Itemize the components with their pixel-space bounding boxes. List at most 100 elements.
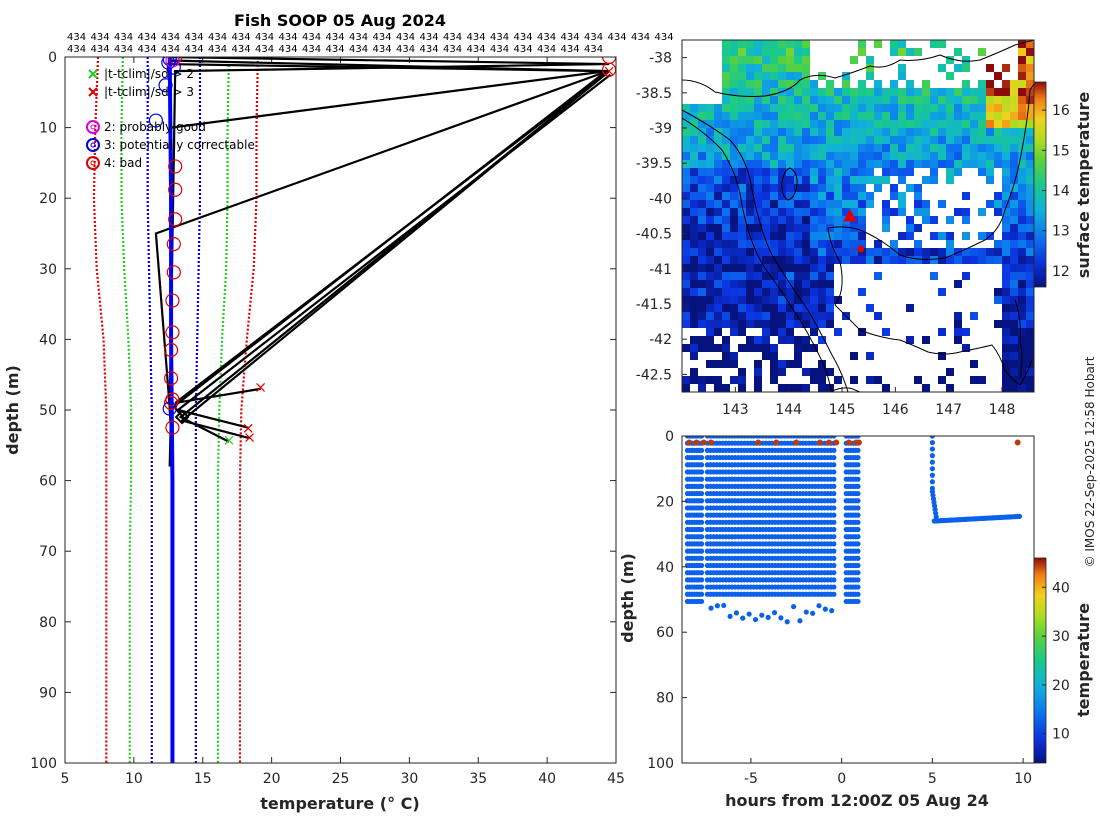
sst-cell <box>842 104 850 112</box>
y-tick-label: 60 <box>39 474 57 490</box>
sst-cell <box>882 88 890 96</box>
sst-cell <box>882 168 890 176</box>
sst-cell <box>938 136 946 144</box>
sst-cell <box>770 312 778 320</box>
sst-cell <box>802 224 810 232</box>
sst-cell <box>874 136 882 144</box>
sst-cell <box>706 296 714 304</box>
sst-cell <box>714 288 722 296</box>
sst-cell <box>1018 40 1026 48</box>
sst-cell <box>1002 184 1010 192</box>
y-tick-label: 20 <box>39 191 57 207</box>
sst-cell <box>1026 112 1034 120</box>
sst-cell <box>866 88 874 96</box>
sst-cell <box>1002 144 1010 152</box>
sst-cell <box>866 256 874 264</box>
sst-cell <box>946 152 954 160</box>
sst-cell <box>930 136 938 144</box>
sst-cell <box>850 200 858 208</box>
sst-cell <box>770 344 778 352</box>
sst-cell <box>946 240 954 248</box>
sst-cell <box>802 152 810 160</box>
sst-cell <box>698 312 706 320</box>
sst-cell <box>826 104 834 112</box>
sst-cell <box>954 280 962 288</box>
scatter-point <box>855 519 861 525</box>
sst-cell <box>954 256 962 264</box>
sst-cell <box>874 176 882 184</box>
map-x-tick-label: 147 <box>935 402 962 418</box>
profile-frame <box>64 56 617 764</box>
sst-cell <box>1002 176 1010 184</box>
sst-cell <box>906 120 914 128</box>
sst-cell <box>810 128 818 136</box>
sst-cell <box>770 216 778 224</box>
sst-cell <box>818 184 826 192</box>
sst-cell <box>802 56 810 64</box>
sst-cell <box>962 216 970 224</box>
sst-cell <box>882 216 890 224</box>
sst-cell <box>722 128 730 136</box>
sst-cell <box>786 160 794 168</box>
sst-cell <box>690 176 698 184</box>
sst-cell <box>842 80 850 88</box>
sst-cell <box>1018 104 1026 112</box>
sst-cell <box>986 144 994 152</box>
sst-cell <box>866 176 874 184</box>
sst-cell <box>818 296 826 304</box>
sst-cell <box>1018 192 1026 200</box>
sst-cell <box>858 192 866 200</box>
sst-cell <box>706 136 714 144</box>
sst-cell <box>730 192 738 200</box>
sst-cell <box>946 160 954 168</box>
sst-cell <box>746 88 754 96</box>
sst-cell <box>1018 240 1026 248</box>
scatter-point <box>810 610 816 616</box>
flag-circle <box>168 182 183 197</box>
sst-cell <box>810 288 818 296</box>
sst-cell <box>818 232 826 240</box>
sst-cell <box>842 192 850 200</box>
scatter-point <box>929 472 935 478</box>
sst-cell <box>914 112 922 120</box>
sst-cell <box>970 96 978 104</box>
sst-cell <box>754 232 762 240</box>
sst-cell <box>802 40 810 48</box>
sst-cell <box>722 88 730 96</box>
sst-cell <box>682 312 690 320</box>
sst-cell <box>858 120 866 128</box>
sst-cell <box>1002 96 1010 104</box>
sst-cell <box>842 160 850 168</box>
sst-cell <box>922 248 930 256</box>
sst-cell <box>682 128 690 136</box>
sst-cell <box>922 336 930 344</box>
sst-cell <box>706 216 714 224</box>
sst-cell <box>818 176 826 184</box>
sst-cell <box>922 104 930 112</box>
cast-lines <box>154 57 612 467</box>
sst-cell <box>922 88 930 96</box>
legend-circle-inner <box>90 142 96 148</box>
x-tick-label: 45 <box>607 771 625 787</box>
cast-id-label: 434 <box>490 44 509 55</box>
sst-cell <box>690 264 698 272</box>
scatter-point <box>855 512 861 518</box>
sst-cell <box>970 144 978 152</box>
sst-cell <box>938 40 946 48</box>
scatter-point <box>698 534 705 540</box>
sst-cell <box>834 128 842 136</box>
sst-cell <box>690 184 698 192</box>
sst-cell <box>978 80 986 88</box>
cast-id-labels: 434 434 434 434 434 434 434 434 434 434 434 434 434 4… <box>67 32 674 55</box>
sst-cell <box>786 312 794 320</box>
tdp-y-tick-label: 20 <box>656 494 674 510</box>
sst-colorbar-tick-label: 12 <box>1052 264 1070 280</box>
sst-cell <box>938 232 946 240</box>
cast-id-label: 434 <box>396 44 415 55</box>
sst-cell <box>1026 368 1034 376</box>
sst-cell <box>722 160 730 168</box>
sst-cell <box>730 56 738 64</box>
sst-cell <box>754 128 762 136</box>
map-marker-dot <box>857 245 865 253</box>
sst-cell <box>682 160 690 168</box>
